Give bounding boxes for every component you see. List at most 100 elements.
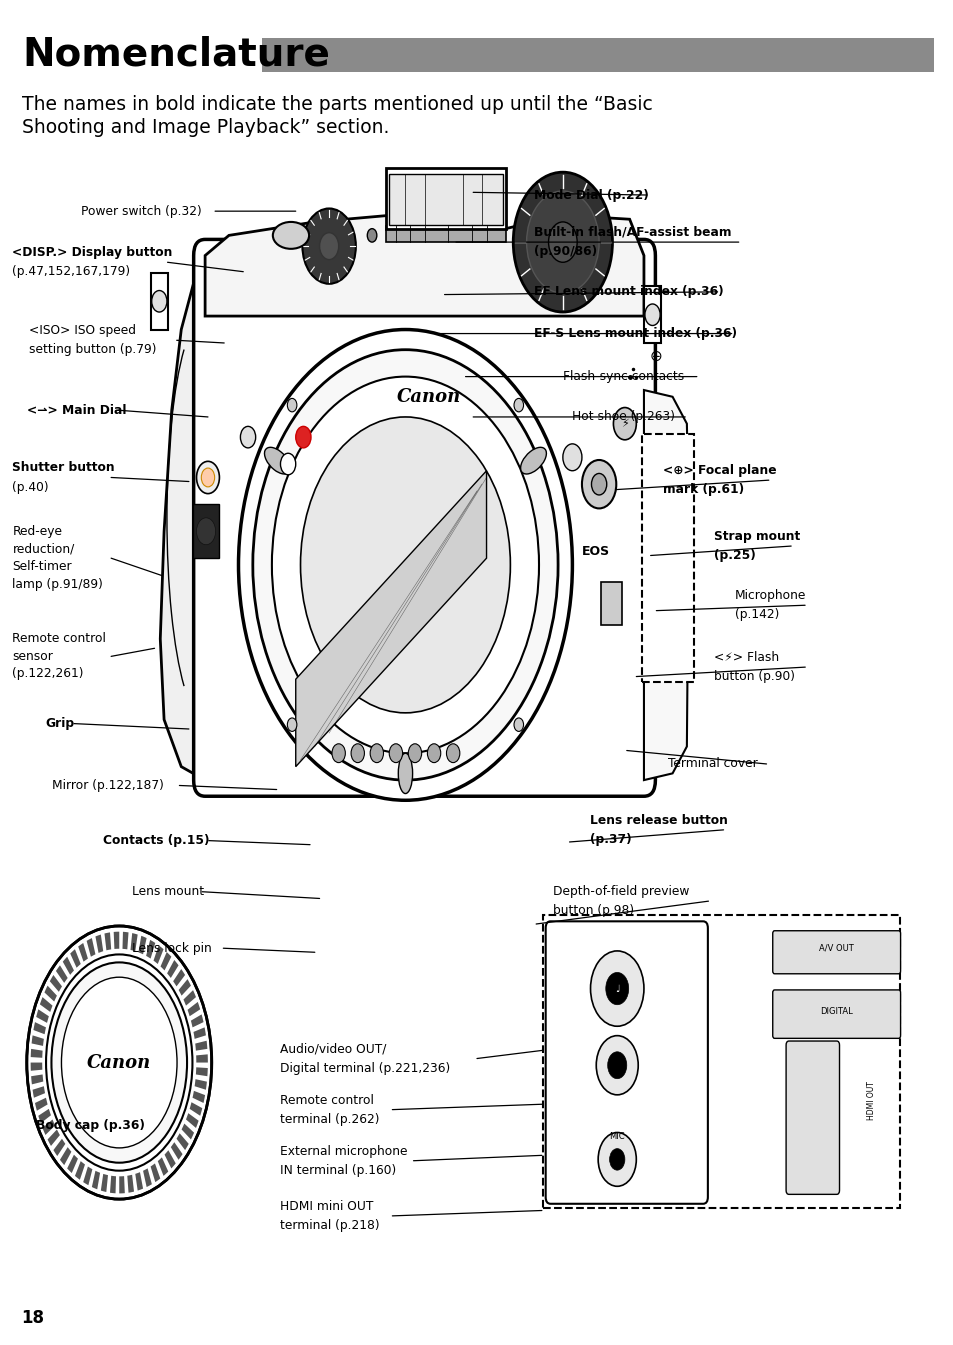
Text: DIGITAL: DIGITAL bbox=[820, 1007, 852, 1015]
Polygon shape bbox=[194, 1079, 207, 1089]
Text: Strap mount: Strap mount bbox=[713, 530, 799, 543]
Bar bbox=[151, 273, 168, 330]
Polygon shape bbox=[101, 1174, 108, 1192]
Circle shape bbox=[367, 229, 376, 242]
Polygon shape bbox=[48, 1130, 60, 1146]
Polygon shape bbox=[181, 1123, 193, 1139]
Text: (p.142): (p.142) bbox=[734, 608, 779, 621]
Polygon shape bbox=[643, 390, 688, 780]
Circle shape bbox=[300, 417, 510, 713]
Text: reduction/: reduction/ bbox=[12, 543, 74, 555]
Circle shape bbox=[27, 925, 212, 1200]
Text: mark (p.61): mark (p.61) bbox=[662, 483, 743, 496]
Polygon shape bbox=[143, 1169, 152, 1188]
Text: The names in bold indicate the parts mentioned up until the “Basic: The names in bold indicate the parts men… bbox=[22, 95, 652, 114]
Polygon shape bbox=[38, 1108, 51, 1123]
Polygon shape bbox=[113, 932, 119, 950]
Circle shape bbox=[61, 978, 177, 1147]
Polygon shape bbox=[153, 946, 163, 964]
Polygon shape bbox=[127, 1174, 133, 1193]
Text: Mode Dial (p.22): Mode Dial (p.22) bbox=[534, 188, 648, 202]
Polygon shape bbox=[35, 1098, 48, 1111]
Polygon shape bbox=[33, 1022, 46, 1034]
Bar bbox=[386, 226, 505, 242]
Circle shape bbox=[319, 233, 338, 260]
Text: Lens release button: Lens release button bbox=[589, 814, 727, 827]
Polygon shape bbox=[50, 975, 62, 991]
Text: Canon: Canon bbox=[396, 387, 461, 406]
Circle shape bbox=[370, 744, 383, 763]
Text: HDMI OUT: HDMI OUT bbox=[865, 1081, 875, 1119]
Circle shape bbox=[644, 304, 659, 325]
Text: Digital terminal (p.221,236): Digital terminal (p.221,236) bbox=[279, 1061, 449, 1075]
Polygon shape bbox=[176, 1134, 189, 1150]
Polygon shape bbox=[193, 1091, 205, 1103]
Polygon shape bbox=[30, 1063, 42, 1071]
Polygon shape bbox=[193, 1028, 206, 1038]
Text: ⊕: ⊕ bbox=[649, 348, 662, 364]
Polygon shape bbox=[164, 1150, 175, 1169]
Text: Hot shoe (p.263): Hot shoe (p.263) bbox=[572, 410, 675, 424]
Text: A/V OUT: A/V OUT bbox=[819, 944, 853, 952]
Polygon shape bbox=[40, 997, 52, 1011]
Bar bbox=[600, 582, 621, 625]
Text: Flash-sync contacts: Flash-sync contacts bbox=[562, 370, 683, 383]
Text: lamp (p.91/89): lamp (p.91/89) bbox=[12, 578, 103, 590]
Bar bbox=[389, 174, 502, 225]
Text: <DISP.> Display button: <DISP.> Display button bbox=[12, 246, 172, 260]
Circle shape bbox=[287, 398, 296, 412]
Text: setting button (p.79): setting button (p.79) bbox=[29, 343, 156, 356]
Text: Contacts (p.15): Contacts (p.15) bbox=[103, 834, 210, 847]
Text: IN terminal (p.160): IN terminal (p.160) bbox=[279, 1163, 395, 1177]
Polygon shape bbox=[91, 1170, 100, 1189]
Text: 18: 18 bbox=[21, 1309, 44, 1328]
Circle shape bbox=[513, 172, 612, 312]
Polygon shape bbox=[196, 1054, 208, 1063]
Text: (p.25): (p.25) bbox=[713, 549, 755, 562]
Circle shape bbox=[389, 744, 402, 763]
Circle shape bbox=[240, 426, 255, 448]
Text: (p.40): (p.40) bbox=[12, 480, 49, 494]
Text: Terminal cover: Terminal cover bbox=[667, 757, 757, 771]
Text: Mirror (p.122,187): Mirror (p.122,187) bbox=[52, 779, 164, 792]
Circle shape bbox=[607, 1052, 626, 1079]
Polygon shape bbox=[151, 1163, 160, 1182]
Circle shape bbox=[253, 350, 558, 780]
Polygon shape bbox=[138, 936, 147, 955]
Text: (p.90/86): (p.90/86) bbox=[534, 245, 597, 258]
Polygon shape bbox=[60, 1147, 71, 1165]
Circle shape bbox=[562, 444, 581, 471]
Circle shape bbox=[514, 718, 523, 732]
Circle shape bbox=[295, 426, 311, 448]
Text: Canon: Canon bbox=[87, 1053, 152, 1072]
Circle shape bbox=[196, 461, 219, 494]
Circle shape bbox=[280, 453, 295, 475]
Polygon shape bbox=[191, 1014, 203, 1028]
Text: button (p.98): button (p.98) bbox=[553, 904, 634, 917]
Circle shape bbox=[302, 208, 355, 284]
Polygon shape bbox=[30, 1049, 43, 1057]
Text: Audio/video OUT/: Audio/video OUT/ bbox=[279, 1042, 386, 1056]
Ellipse shape bbox=[398, 753, 412, 794]
Polygon shape bbox=[71, 950, 81, 968]
Polygon shape bbox=[171, 1142, 182, 1159]
Text: terminal (p.218): terminal (p.218) bbox=[279, 1219, 378, 1232]
Text: button (p.90): button (p.90) bbox=[713, 670, 794, 683]
Text: Remote control: Remote control bbox=[279, 1093, 373, 1107]
Polygon shape bbox=[295, 471, 486, 767]
Text: <⇀> Main Dial: <⇀> Main Dial bbox=[27, 404, 126, 417]
FancyBboxPatch shape bbox=[641, 434, 693, 682]
Circle shape bbox=[613, 408, 636, 440]
Polygon shape bbox=[43, 1119, 55, 1135]
Text: Nomenclature: Nomenclature bbox=[22, 36, 330, 74]
Ellipse shape bbox=[273, 222, 309, 249]
Circle shape bbox=[427, 744, 440, 763]
Circle shape bbox=[548, 222, 577, 262]
Text: EF-S Lens mount index (p.36): EF-S Lens mount index (p.36) bbox=[534, 327, 737, 340]
FancyBboxPatch shape bbox=[772, 931, 900, 974]
Polygon shape bbox=[45, 986, 57, 1002]
Circle shape bbox=[408, 744, 421, 763]
Ellipse shape bbox=[520, 448, 546, 473]
Text: (p.37): (p.37) bbox=[589, 833, 631, 846]
Text: Microphone: Microphone bbox=[734, 589, 805, 603]
